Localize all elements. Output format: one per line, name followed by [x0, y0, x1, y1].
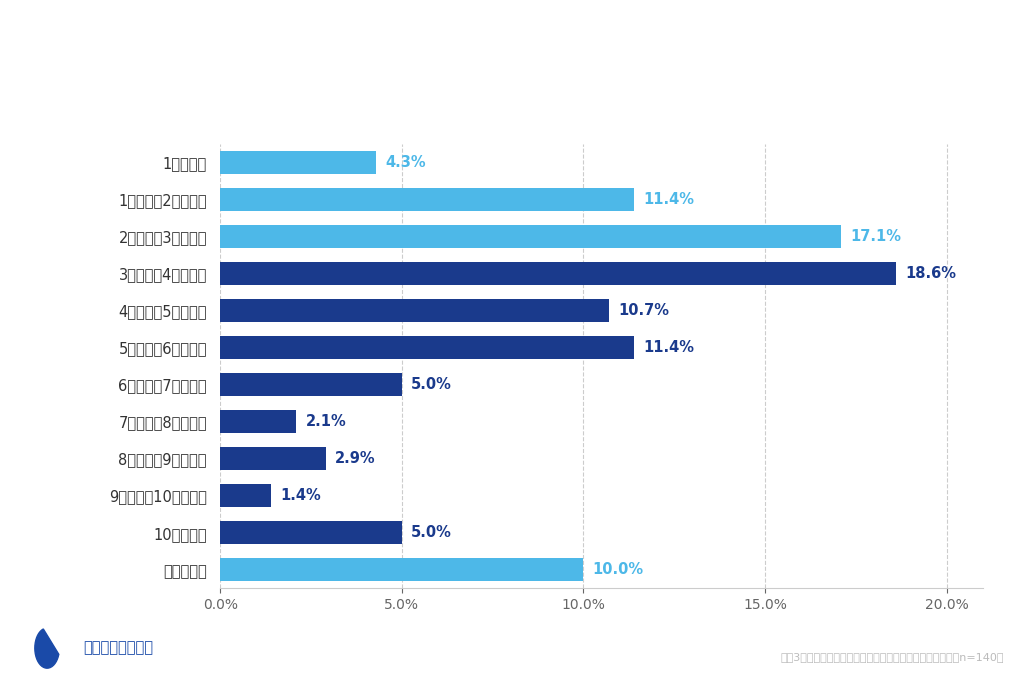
Text: 18.6%: 18.6%: [905, 266, 956, 281]
Text: じゅけラボ予備校: じゅけラボ予備校: [83, 641, 153, 655]
Bar: [220, 299, 609, 322]
Text: 現在通っている塾や予備校の月額費用はいくらですか？: 現在通っている塾や予備校の月額費用はいくらですか？: [380, 47, 777, 73]
Text: 1.4%: 1.4%: [281, 488, 321, 503]
Bar: [220, 187, 634, 211]
Text: 高校3年生の子どもが塾または予備校に通っていた保護者（n=140）: 高校3年生の子どもが塾または予備校に通っていた保護者（n=140）: [780, 652, 1004, 661]
Text: 4.3%: 4.3%: [385, 155, 426, 170]
Text: 10.0%: 10.0%: [593, 562, 644, 577]
Text: 11.4%: 11.4%: [643, 340, 694, 355]
Bar: [220, 447, 326, 470]
Text: Q1: Q1: [32, 41, 91, 79]
Text: 5.0%: 5.0%: [411, 377, 452, 392]
Bar: [220, 373, 401, 396]
Bar: [220, 484, 271, 507]
Bar: [220, 336, 634, 359]
Text: 5.0%: 5.0%: [411, 525, 452, 540]
Bar: [220, 150, 377, 174]
Text: 17.1%: 17.1%: [851, 228, 901, 244]
Bar: [220, 225, 842, 248]
FancyBboxPatch shape: [2, 620, 217, 676]
Bar: [220, 262, 896, 285]
Polygon shape: [35, 629, 58, 668]
Bar: [220, 558, 584, 581]
Bar: [220, 410, 297, 433]
Bar: [220, 521, 401, 544]
Text: 10.7%: 10.7%: [617, 303, 669, 318]
Text: 11.4%: 11.4%: [643, 192, 694, 207]
Text: 2.1%: 2.1%: [305, 414, 346, 429]
Text: 2.9%: 2.9%: [335, 451, 375, 466]
